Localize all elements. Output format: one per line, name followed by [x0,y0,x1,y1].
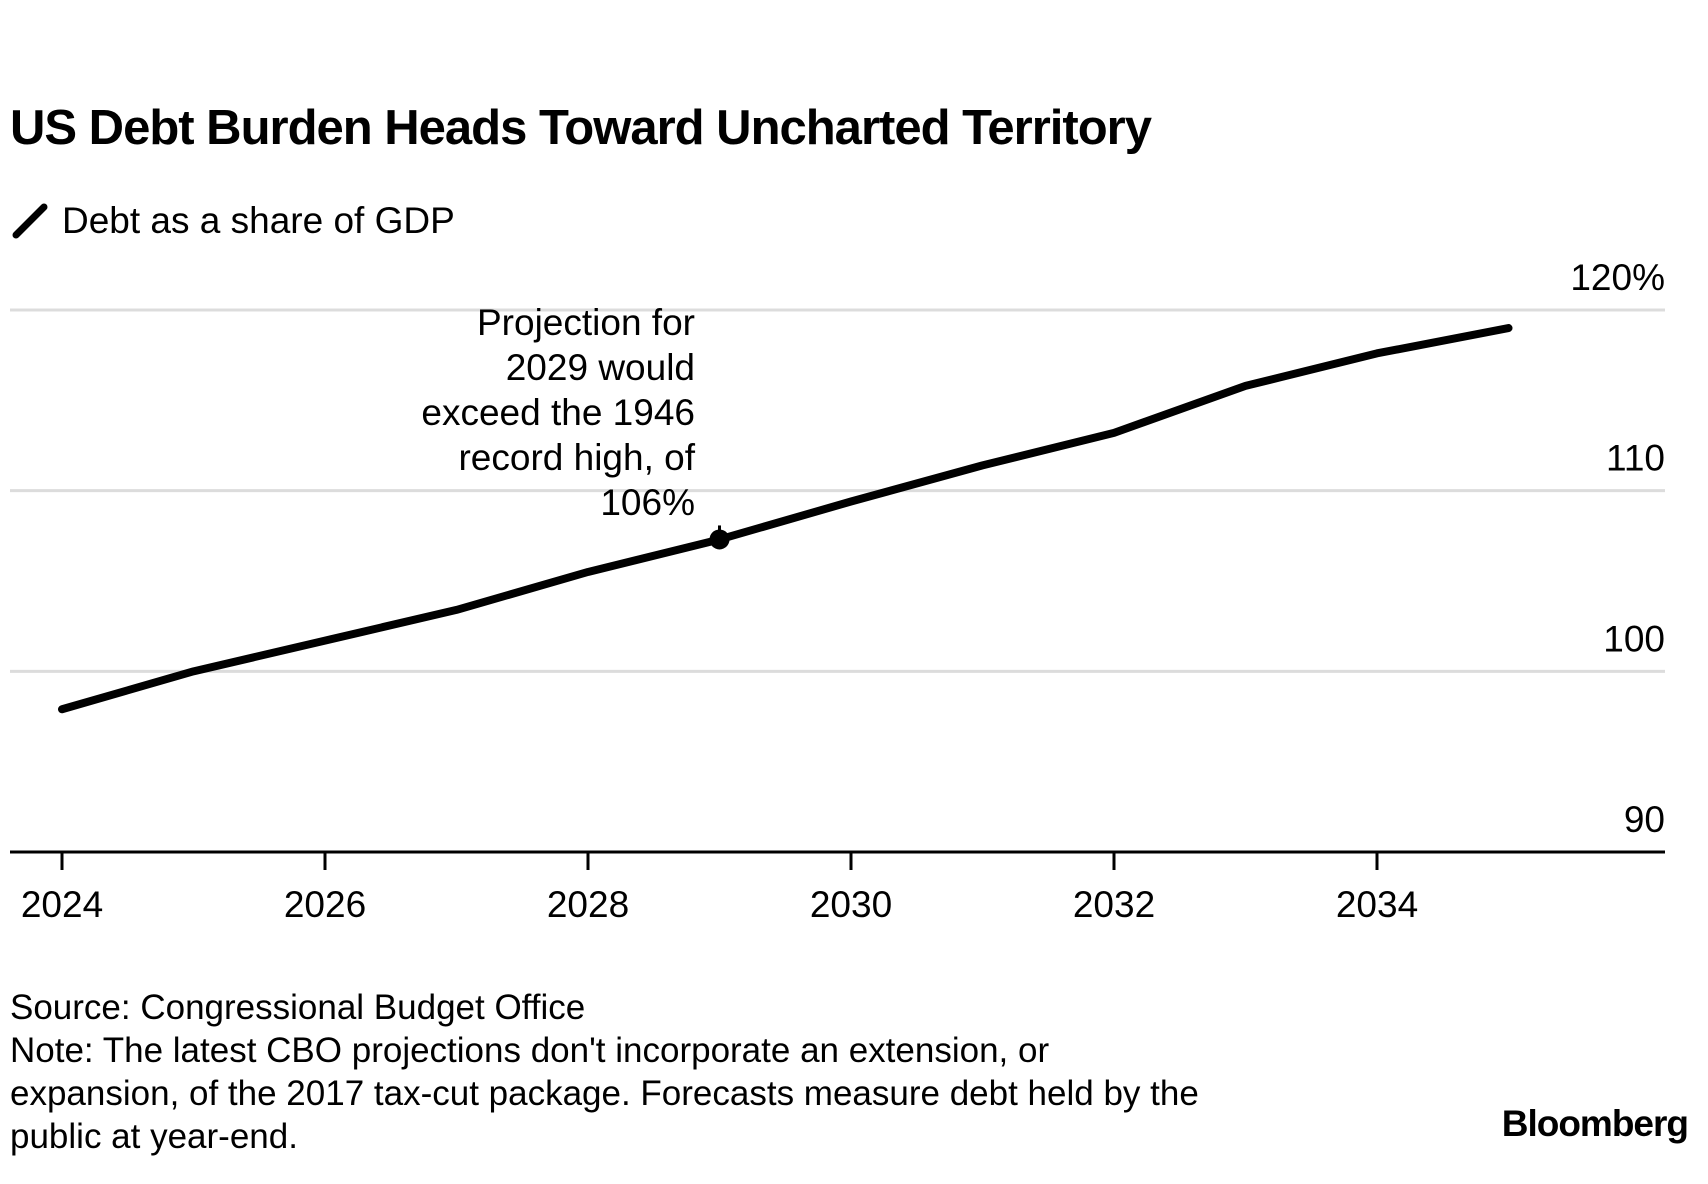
annotation-2029: Projection for 2029 would exceed the 194… [375,300,695,525]
y-tick-label: 120% [1570,257,1665,298]
annotation-line: 2029 would [505,347,695,388]
y-axis-ticks: 90 100 110 120% [1570,257,1665,840]
annotation-line: exceed the 1946 [421,392,695,433]
x-tick-label: 2024 [21,884,103,925]
gridlines [10,308,1665,854]
x-tick-label: 2030 [810,884,892,925]
chart-title: US Debt Burden Heads Toward Uncharted Te… [10,101,1152,155]
chart-legend: Debt as a share of GDP [10,196,455,246]
note-line: public at year-end. [10,1117,298,1156]
annotation-line: 106% [600,482,695,523]
annotation-line: record high, of [458,437,695,478]
x-tick-label: 2028 [547,884,629,925]
x-tick-label: 2034 [1336,884,1418,925]
series-layer [58,324,1513,714]
chart-footer: Source: Congressional Budget Office Note… [10,986,1350,1158]
y-tick-label: 90 [1624,799,1665,840]
note-line: Note: The latest CBO projections don't i… [10,1031,1050,1070]
highlight-point-2029 [709,529,730,550]
y-tick-label: 100 [1603,618,1665,659]
x-tick-label: 2026 [284,884,366,925]
source-note: Source: Congressional Budget Office [10,988,586,1027]
note-line: expansion, of the 2017 tax-cut package. … [10,1074,1199,1113]
highlight-layer [709,525,730,550]
legend-label: Debt as a share of GDP [62,200,455,241]
series-line-debt-share [58,324,1513,714]
x-tick-label: 2032 [1073,884,1155,925]
annotation-line: Projection for [477,302,695,343]
bloomberg-logo: Bloomberg [1501,1103,1689,1144]
x-axis-ticks: 2024 2026 2028 2030 2032 2034 [21,852,1418,925]
y-tick-label: 110 [1606,438,1665,479]
line-swatch-icon [12,203,48,239]
